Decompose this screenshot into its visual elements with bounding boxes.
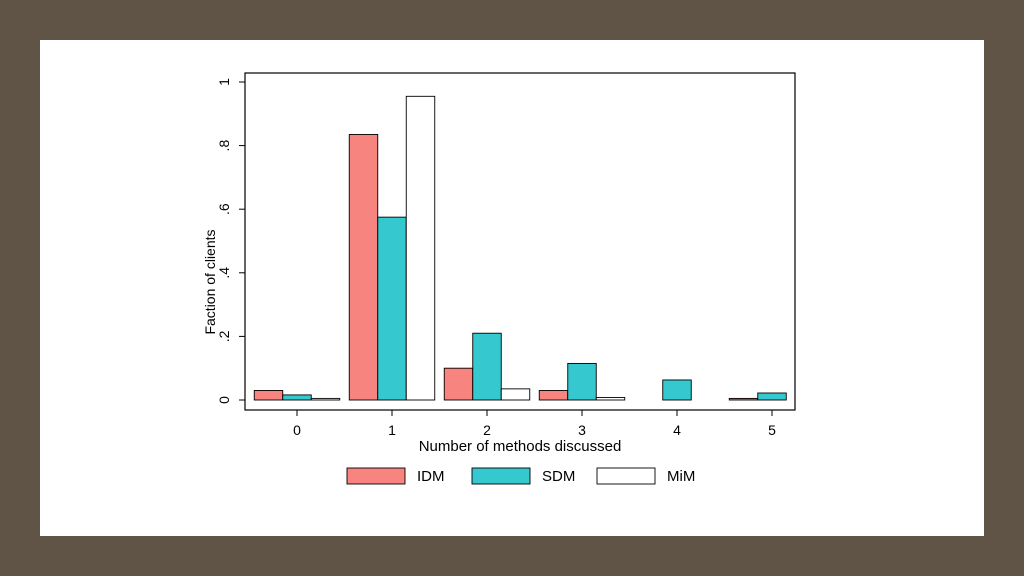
legend-swatch-mim [596, 467, 656, 485]
legend-label-idm: IDM [417, 468, 445, 485]
legend-label-sdm: SDM [542, 468, 575, 485]
bars-group [253, 95, 787, 401]
y-tick-label: 1 [216, 78, 232, 86]
bar-sdm-4 [662, 379, 692, 401]
bar-sdm-1 [377, 216, 407, 401]
y-axis-label: Faction of clients [202, 229, 218, 334]
bar-mim-1 [405, 95, 436, 401]
x-tick-label: 4 [673, 422, 681, 438]
y-tick-label: .2 [216, 330, 232, 342]
x-tick-label: 5 [768, 422, 776, 438]
plot-frame [244, 72, 796, 411]
bar-idm-1 [348, 134, 379, 401]
bar-sdm-5 [757, 392, 787, 401]
bar-idm-2 [443, 367, 474, 401]
x-axis-label: Number of methods discussed [419, 438, 622, 455]
bar-sdm-2 [472, 332, 502, 401]
legend-label-mim: MiM [667, 468, 695, 485]
bar-mim-3 [595, 397, 626, 401]
bar-mim-2 [500, 388, 531, 401]
bar-sdm-3 [567, 362, 597, 401]
x-tick-label: 0 [293, 422, 301, 438]
x-tick-label: 3 [578, 422, 586, 438]
x-tick-label: 2 [483, 422, 491, 438]
bar-idm-5 [728, 397, 759, 401]
legend: IDM SDM MiM [346, 467, 695, 485]
y-tick-label: 0 [216, 396, 232, 404]
bar-idm-0 [253, 390, 284, 401]
x-tick-label: 1 [388, 422, 396, 438]
bar-mim-0 [310, 397, 341, 401]
y-axis: 0 .2 .4 .6 .8 1 [216, 78, 245, 404]
slide-background: 0 .2 .4 .6 .8 1 0 1 2 3 4 5 Faction of clients Num… [40, 40, 984, 536]
y-tick-label: .8 [216, 140, 232, 152]
bar-sdm-0 [282, 394, 312, 401]
bar-chart: 0 .2 .4 .6 .8 1 0 1 2 3 4 5 Faction of clients Num… [202, 72, 796, 485]
legend-swatch-idm [346, 467, 406, 485]
y-tick-label: .4 [216, 267, 232, 279]
y-tick-label: .6 [216, 203, 232, 215]
legend-swatch-sdm [471, 467, 531, 485]
bar-idm-3 [538, 390, 569, 401]
x-axis: 0 1 2 3 4 5 [293, 410, 776, 438]
